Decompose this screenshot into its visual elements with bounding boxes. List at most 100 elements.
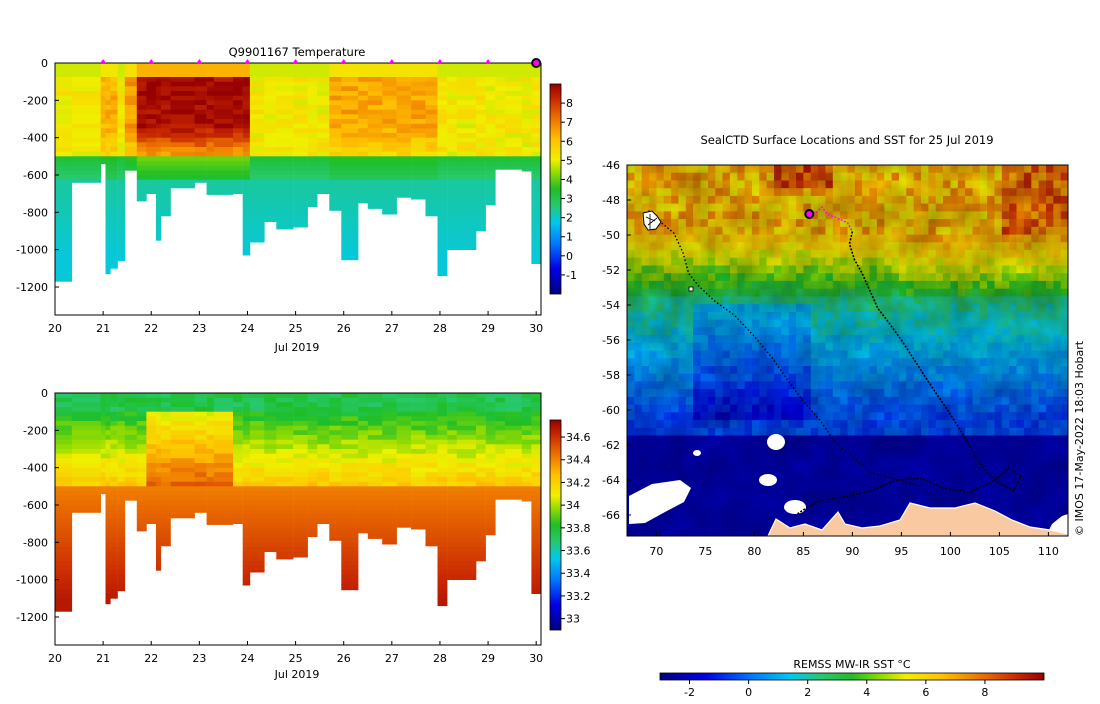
section-cell	[317, 105, 329, 110]
section-cell	[476, 217, 486, 222]
section-cell	[106, 496, 111, 501]
section-cell	[264, 194, 276, 199]
surface-marker	[340, 59, 347, 64]
section-cell	[358, 407, 368, 412]
section-cell	[329, 510, 341, 515]
section-cell	[72, 430, 101, 435]
section-cell	[161, 138, 171, 143]
section-cell	[106, 147, 111, 152]
section-cell	[214, 398, 234, 403]
section-cell	[382, 421, 397, 426]
section-cell	[156, 138, 161, 143]
section-cell	[368, 472, 383, 477]
section-cell	[358, 189, 368, 194]
section-cell	[195, 407, 207, 412]
section-cell	[195, 505, 207, 510]
section-cell	[426, 119, 438, 124]
section-cell	[486, 114, 496, 119]
section-cell	[214, 156, 234, 161]
section-cell	[264, 468, 276, 473]
section-cell	[411, 458, 426, 463]
section-cell	[426, 147, 438, 152]
section-cell	[495, 161, 505, 166]
section-cell	[368, 463, 383, 468]
section-cell	[411, 519, 426, 524]
x-tick-label: 29	[481, 652, 495, 665]
section-cell	[55, 449, 72, 454]
section-cell	[382, 510, 397, 515]
section-cell	[55, 496, 72, 501]
section-cell	[522, 128, 532, 133]
section-cell	[55, 138, 72, 143]
section-cell	[531, 208, 541, 213]
section-cell	[55, 68, 72, 73]
section-cell	[368, 105, 383, 110]
section-cell	[156, 170, 161, 175]
section-cell	[243, 398, 251, 403]
section-cell	[411, 114, 426, 119]
section-cell	[118, 444, 126, 449]
section-cell	[233, 468, 243, 473]
section-cell	[358, 421, 368, 426]
section-cell	[293, 138, 308, 143]
section-cell	[447, 398, 457, 403]
section-cell	[411, 472, 426, 477]
section-cell	[233, 393, 243, 398]
section-cell	[397, 477, 412, 482]
section-cell	[106, 194, 111, 199]
section-cell	[250, 528, 265, 533]
section-cell	[137, 416, 147, 421]
section-cell	[106, 449, 111, 454]
section-cell	[505, 398, 522, 403]
section-cell	[293, 547, 308, 552]
section-cell	[106, 128, 111, 133]
section-cell	[55, 393, 72, 398]
section-cell	[531, 217, 541, 222]
section-cell	[137, 110, 147, 115]
section-cell	[522, 426, 532, 431]
section-cell	[382, 100, 397, 105]
section-cell	[156, 86, 161, 91]
section-cell	[110, 514, 118, 519]
section-cell	[457, 77, 477, 82]
section-cell	[329, 161, 341, 166]
section-cell	[438, 570, 448, 575]
section-cell	[531, 580, 541, 585]
section-cell	[156, 435, 161, 440]
section-cell	[125, 407, 137, 412]
x-tick-label: 22	[144, 322, 158, 335]
section-cell	[505, 119, 522, 124]
section-cell	[110, 430, 118, 435]
section-cell	[329, 468, 341, 473]
section-cell	[457, 477, 477, 482]
section-cell	[171, 68, 195, 73]
section-cell	[411, 430, 426, 435]
section-cell	[207, 156, 215, 161]
section-cell	[447, 435, 457, 440]
section-cell	[264, 180, 276, 185]
section-cell	[264, 547, 276, 552]
section-cell	[276, 110, 293, 115]
section-cell	[233, 175, 243, 180]
section-cell	[214, 524, 234, 525]
section-cell	[317, 166, 329, 171]
section-cell	[486, 189, 496, 194]
surface-marker	[485, 59, 492, 64]
section-cell	[476, 63, 486, 68]
section-cell	[156, 68, 161, 73]
section-cell	[55, 175, 72, 180]
section-cell	[195, 138, 207, 143]
section-cell	[125, 166, 137, 171]
section-cell	[106, 114, 111, 119]
section-cell	[341, 100, 358, 105]
section-cell	[397, 421, 412, 426]
colorbar-tick-label: 33.4	[566, 567, 591, 580]
section-cell	[207, 124, 215, 129]
section-cell	[368, 133, 383, 138]
section-cell	[308, 128, 318, 133]
section-cell	[195, 142, 207, 147]
section-cell	[156, 556, 161, 561]
section-cell	[505, 128, 522, 133]
